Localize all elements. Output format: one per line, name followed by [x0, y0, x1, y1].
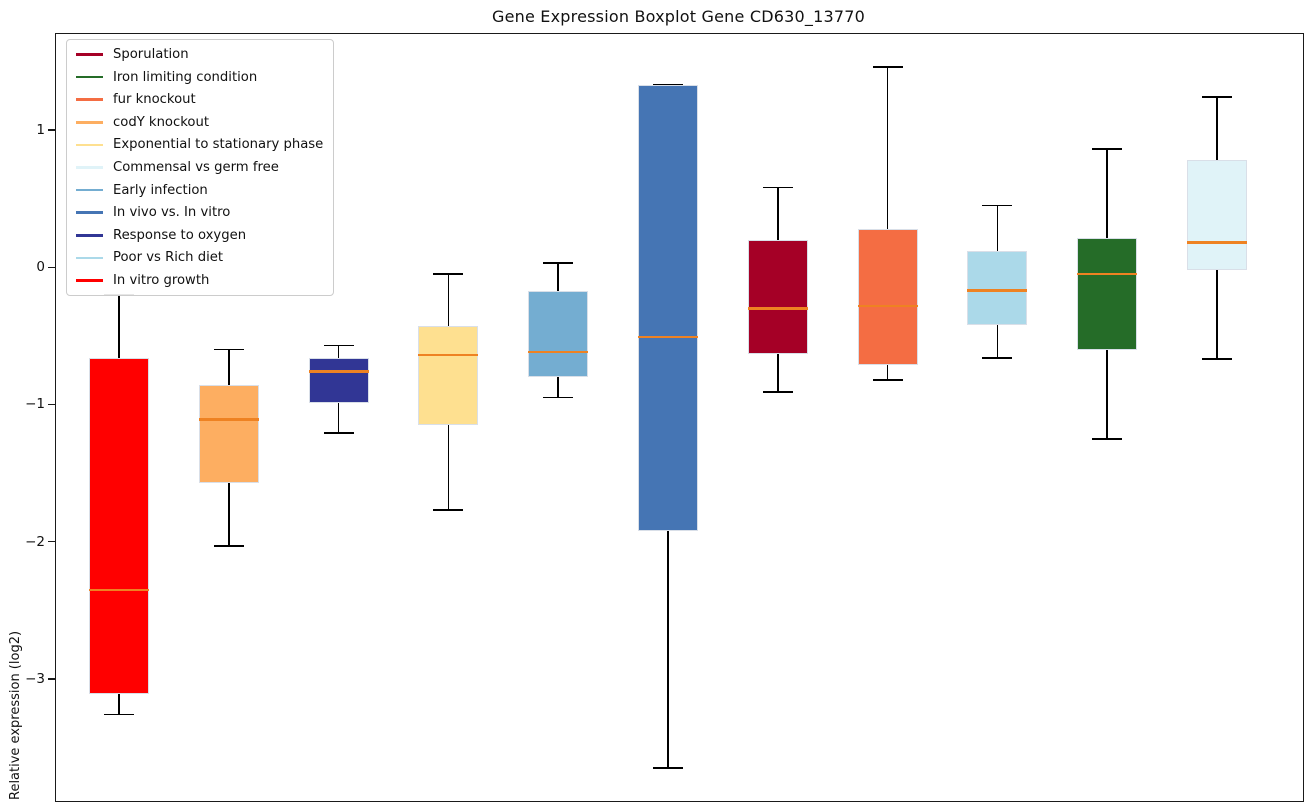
- whisker-cap-high: [1092, 148, 1123, 151]
- whisker-cap-low: [433, 509, 464, 511]
- legend-item: Exponential to stationary phase: [76, 137, 323, 152]
- whisker-cap-low: [982, 357, 1013, 359]
- y-tick-mark: [48, 540, 55, 543]
- median-line: [747, 307, 808, 310]
- legend-label: Iron limiting condition: [113, 69, 258, 85]
- whisker-cap-high: [323, 344, 354, 347]
- boxplot-box: [89, 357, 149, 694]
- legend-color-line: [76, 75, 103, 79]
- legend-label: Exponential to stationary phase: [113, 137, 324, 153]
- legend-color-line: [76, 143, 103, 147]
- median-line: [198, 418, 259, 421]
- legend-color-line: [76, 279, 103, 282]
- legend-label: In vitro growth: [113, 272, 210, 288]
- legend-item: Sporulation: [76, 47, 323, 62]
- y-tick-mark: [48, 266, 55, 268]
- whisker-cap-low: [1202, 358, 1232, 360]
- legend-label: Sporulation: [113, 47, 189, 62]
- median-line: [89, 588, 149, 591]
- legend-label: In vivo vs. In vitro: [113, 205, 231, 221]
- median-line: [857, 304, 918, 307]
- legend-color-line: [76, 53, 103, 56]
- legend-color-line: [76, 98, 103, 101]
- median-line: [638, 336, 698, 339]
- legend-label: codY knockout: [113, 114, 210, 130]
- legend-label: Poor vs Rich diet: [113, 250, 224, 266]
- legend-item: Iron limiting condition: [76, 70, 323, 85]
- y-tick-label: 0: [36, 259, 45, 276]
- whisker-cap-low: [323, 432, 354, 435]
- legend-item: Response to oxygen: [76, 228, 323, 243]
- whisker-cap-high: [982, 204, 1013, 207]
- y-tick-label: 1: [36, 122, 45, 139]
- legend-color-line: [76, 166, 103, 169]
- whisker-cap-high: [653, 83, 683, 86]
- legend-item: Early infection: [76, 183, 323, 198]
- median-line: [418, 353, 479, 357]
- boxplot-box: [1077, 238, 1138, 350]
- chart-title: Gene Expression Boxplot Gene CD630_13770: [492, 7, 865, 26]
- boxplot-box: [1187, 160, 1247, 270]
- whisker-cap-high: [872, 66, 903, 68]
- y-tick-label: −2: [25, 533, 45, 550]
- whisker-cap-high: [1202, 96, 1232, 98]
- y-tick-mark: [48, 129, 55, 131]
- boxplot-box: [638, 84, 698, 531]
- legend-label: Commensal vs germ free: [113, 159, 279, 175]
- legend-item: Commensal vs germ free: [76, 160, 323, 175]
- median-line: [308, 370, 369, 373]
- y-tick-label: −3: [25, 670, 45, 687]
- whisker-cap-low: [762, 391, 793, 393]
- whisker-cap-high: [213, 348, 244, 351]
- boxplot-box: [198, 385, 259, 483]
- legend-label: Response to oxygen: [113, 227, 247, 243]
- legend-item: In vitro growth: [76, 273, 323, 288]
- whisker-cap-high: [433, 273, 464, 275]
- median-line: [1077, 273, 1138, 276]
- whisker-cap-high: [543, 262, 574, 264]
- whisker-cap-low: [213, 544, 244, 547]
- plot-area: 1 0 −1 −2 −3 Sporulation Iron limiting condit…: [25, 33, 1304, 802]
- legend-color-line: [76, 120, 103, 124]
- whisker-cap-low: [653, 767, 683, 769]
- boxplot-box: [308, 357, 369, 404]
- boxplot-box: [418, 326, 479, 426]
- legend-color-line: [76, 188, 103, 192]
- legend-item: In vivo vs. In vitro: [76, 205, 323, 220]
- whisker-line: [886, 66, 889, 380]
- legend-item: fur knockout: [76, 92, 323, 107]
- legend-label: Early infection: [113, 182, 208, 198]
- boxplot-box: [528, 290, 589, 378]
- median-line: [528, 351, 589, 354]
- legend-label: fur knockout: [113, 92, 196, 108]
- whisker-cap-low: [1092, 437, 1123, 440]
- whisker-cap-high: [762, 186, 793, 189]
- legend-color-line: [76, 256, 103, 260]
- boxplot-box: [747, 239, 808, 354]
- median-line: [1187, 241, 1247, 244]
- whisker-cap-low: [872, 378, 903, 381]
- legend: Sporulation Iron limiting condition fur kn…: [66, 39, 335, 296]
- whisker-cap-low: [104, 713, 134, 716]
- legend-item: Poor vs Rich diet: [76, 250, 323, 265]
- y-tick-mark: [48, 403, 55, 406]
- median-line: [967, 289, 1028, 292]
- legend-color-line: [76, 233, 103, 237]
- y-tick-mark: [48, 678, 55, 680]
- y-tick-label: −1: [25, 396, 45, 413]
- boxplot-box: [857, 228, 918, 365]
- boxplot-box: [967, 250, 1028, 325]
- legend-item: codY knockout: [76, 115, 323, 130]
- legend-color-line: [76, 211, 103, 214]
- whisker-cap-low: [543, 396, 574, 399]
